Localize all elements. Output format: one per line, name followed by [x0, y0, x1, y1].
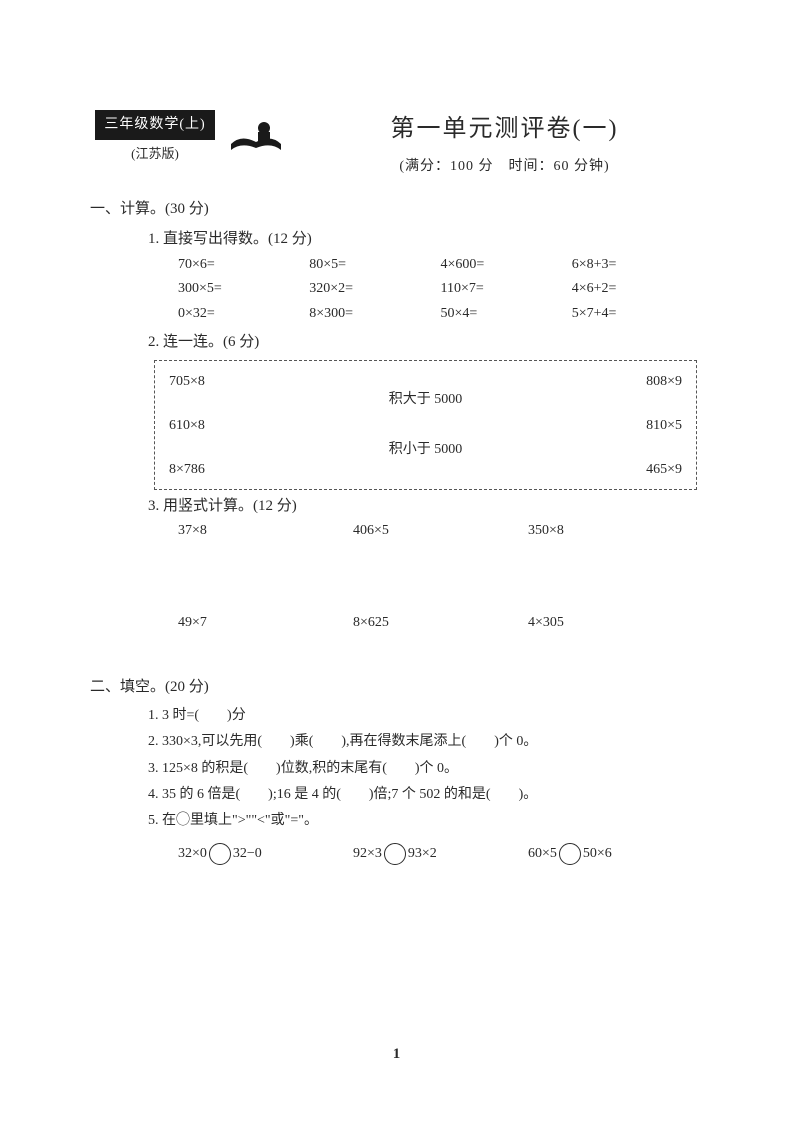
match-item: 810×5	[646, 415, 682, 437]
calc-cell: 50×4=	[441, 302, 572, 326]
match-item: 8×786	[169, 459, 205, 481]
calc-cell: 80×5=	[309, 253, 440, 277]
grade-badge: 三年级数学(上)	[95, 110, 215, 140]
header-row: 三年级数学(上) (江苏版) 第一单元测评卷(一) (满分：100 分 时间：6…	[90, 110, 703, 179]
compare-circle	[384, 843, 406, 865]
compare-cell: 60×5 50×6	[528, 843, 703, 865]
match-item: 808×9	[646, 371, 682, 393]
match-target: 积大于 5000	[389, 389, 463, 411]
exam-meta: (满分：100 分 时间：60 分钟)	[306, 156, 703, 178]
calc-cell: 4×6+2=	[572, 277, 703, 301]
fill-item: 2. 330×3,可以先用( )乘( ),再在得数末尾添上( )个 0。	[148, 731, 703, 753]
calc-cell: 300×5=	[178, 277, 309, 301]
calc-cell: 70×6=	[178, 253, 309, 277]
q1-title: 1. 直接写出得数。(12 分)	[148, 227, 703, 251]
q3-row: 37×8 406×5 350×8	[178, 520, 703, 542]
section1-header: 一、计算。(30 分)	[90, 197, 703, 221]
compare-right: 93×2	[408, 843, 437, 865]
match-item: 610×8	[169, 415, 205, 437]
section2-header: 二、填空。(20 分)	[90, 675, 703, 699]
match-item: 465×9	[646, 459, 682, 481]
calc-cell: 5×7+4=	[572, 302, 703, 326]
compare-left: 92×3	[353, 843, 382, 865]
match-right-col: 808×9 810×5 465×9	[646, 371, 682, 481]
question-2: 2. 连一连。(6 分) 705×8 610×8 8×786 积大于 5000 …	[90, 330, 703, 490]
q3-row: 49×7 8×625 4×305	[178, 612, 703, 634]
compare-left: 32×0	[178, 843, 207, 865]
calc-cell: 6×8+3=	[572, 253, 703, 277]
match-center-col: 积大于 5000 积小于 5000	[389, 375, 463, 475]
vert-cell: 49×7	[178, 612, 353, 634]
compare-right: 50×6	[583, 843, 612, 865]
compare-circle	[559, 843, 581, 865]
edition-label: (江苏版)	[90, 144, 220, 165]
calc-cell: 8×300=	[309, 302, 440, 326]
fill-item: 1. 3 时=( )分	[148, 705, 703, 727]
calc-cell: 4×600=	[441, 253, 572, 277]
vert-cell: 350×8	[528, 520, 703, 542]
match-item: 705×8	[169, 371, 205, 393]
question-3: 3. 用竖式计算。(12 分) 37×8 406×5 350×8 49×7 8×…	[90, 494, 703, 635]
match-target: 积小于 5000	[389, 439, 463, 461]
q3-title: 3. 用竖式计算。(12 分)	[148, 494, 703, 518]
match-left-col: 705×8 610×8 8×786	[169, 371, 205, 481]
q1-grid: 70×6= 80×5= 4×600= 6×8+3= 300×5= 320×2= …	[148, 253, 703, 326]
vert-cell: 37×8	[178, 520, 353, 542]
q3-grid: 37×8 406×5 350×8 49×7 8×625 4×305	[148, 520, 703, 635]
q1-row: 300×5= 320×2= 110×7= 4×6+2=	[178, 277, 703, 301]
q2-title: 2. 连一连。(6 分)	[148, 330, 703, 354]
fill-item: 4. 35 的 6 倍是( );16 是 4 的( )倍;7 个 502 的和是…	[148, 784, 703, 806]
fill-item: 3. 125×8 的积是( )位数,积的末尾有( )个 0。	[148, 758, 703, 780]
compare-right: 32−0	[233, 843, 262, 865]
vert-cell: 8×625	[353, 612, 528, 634]
compare-row: 32×0 32−0 92×3 93×2 60×5 50×6	[148, 843, 703, 865]
q1-row: 70×6= 80×5= 4×600= 6×8+3=	[178, 253, 703, 277]
fill-item: 5. 在◯里填上">""<"或"="。	[148, 810, 703, 832]
title-area: 第一单元测评卷(一) (满分：100 分 时间：60 分钟)	[306, 110, 703, 179]
book-decoration-icon	[226, 114, 286, 154]
vert-cell: 406×5	[353, 520, 528, 542]
page-number: 1	[393, 1042, 401, 1066]
q1-row: 0×32= 8×300= 50×4= 5×7+4=	[178, 302, 703, 326]
fill-list: 1. 3 时=( )分 2. 330×3,可以先用( )乘( ),再在得数末尾添…	[90, 705, 703, 865]
compare-left: 60×5	[528, 843, 557, 865]
compare-circle	[209, 843, 231, 865]
compare-cell: 32×0 32−0	[178, 843, 353, 865]
calc-cell: 0×32=	[178, 302, 309, 326]
main-title: 第一单元测评卷(一)	[306, 110, 703, 148]
calc-cell: 320×2=	[309, 277, 440, 301]
calc-cell: 110×7=	[441, 277, 572, 301]
book-box: 三年级数学(上) (江苏版)	[90, 110, 220, 165]
question-1: 1. 直接写出得数。(12 分) 70×6= 80×5= 4×600= 6×8+…	[90, 227, 703, 326]
match-box: 705×8 610×8 8×786 积大于 5000 积小于 5000 808×…	[154, 360, 697, 490]
compare-cell: 92×3 93×2	[353, 843, 528, 865]
vert-cell: 4×305	[528, 612, 703, 634]
